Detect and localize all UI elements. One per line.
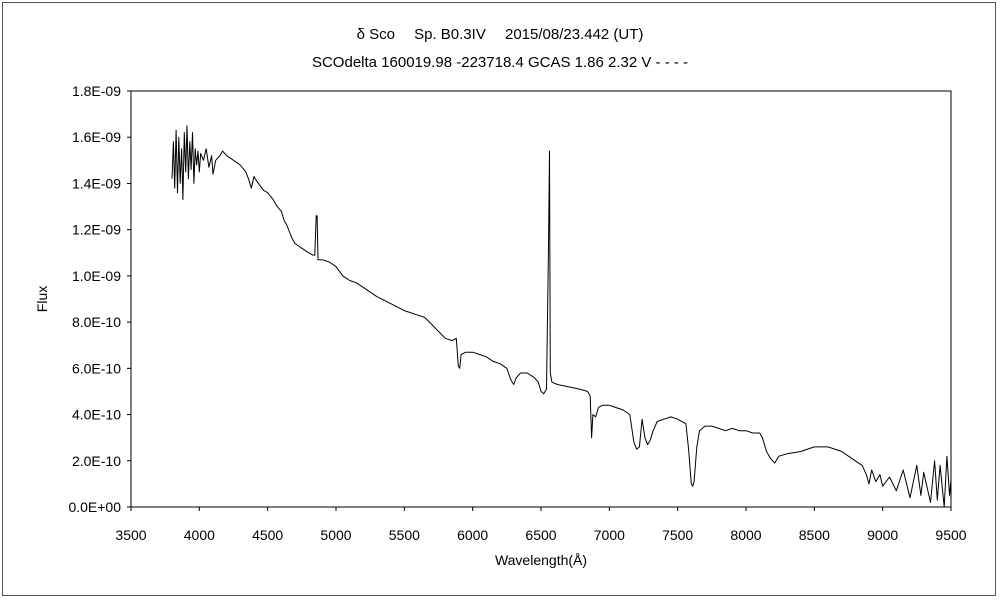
x-tick-label: 8500 <box>799 527 830 543</box>
spectrum-line <box>171 125 952 508</box>
x-tick-label: 3500 <box>115 527 146 543</box>
y-tick-label: 1.8E-09 <box>72 83 121 99</box>
x-tick-label: 7000 <box>594 527 625 543</box>
x-tick-label: 5000 <box>320 527 351 543</box>
x-tick-label: 9000 <box>867 527 898 543</box>
series-layer <box>171 125 952 508</box>
chart-title: δ Sco Sp. B0.3IV 2015/08/23.442 (UT) <box>356 26 644 43</box>
y-tick-label: 1.2E-09 <box>72 222 121 238</box>
y-tick-label: 1.6E-09 <box>72 129 121 145</box>
y-tick-label: 1.4E-09 <box>72 175 121 191</box>
y-tick-label: 1.0E-09 <box>72 268 121 284</box>
x-tick-label: 6500 <box>525 527 556 543</box>
y-tick-label: 6.0E-10 <box>72 360 121 376</box>
y-axis: 0.0E+00 2.0E-10 4.0E-10 6.0E-10 8.0E-10 1.0E-… <box>68 83 131 515</box>
x-tick-label: 9500 <box>935 527 966 543</box>
x-tick-label: 8000 <box>730 527 761 543</box>
y-tick-label: 0.0E+00 <box>68 499 121 515</box>
y-tick-label: 4.0E-10 <box>72 407 121 423</box>
x-tick-label: 5500 <box>389 527 420 543</box>
x-tick-label: 4500 <box>252 527 283 543</box>
y-tick-label: 2.0E-10 <box>72 453 121 469</box>
plot-area <box>130 90 952 508</box>
x-axis: 3500 4000 4500 5000 5500 6000 6500 7000 7500 8000… <box>115 507 967 543</box>
chart-subtitle: SCOdelta 160019.98 -223718.4 GCAS 1.86 2… <box>311 54 689 71</box>
x-tick-label: 4000 <box>184 527 215 543</box>
x-tick-label: 7500 <box>662 527 693 543</box>
y-axis-title: Flux <box>34 286 50 312</box>
x-axis-title: Wavelength(Å) <box>495 552 587 568</box>
y-tick-label: 8.0E-10 <box>72 314 121 330</box>
x-tick-label: 6000 <box>457 527 488 543</box>
